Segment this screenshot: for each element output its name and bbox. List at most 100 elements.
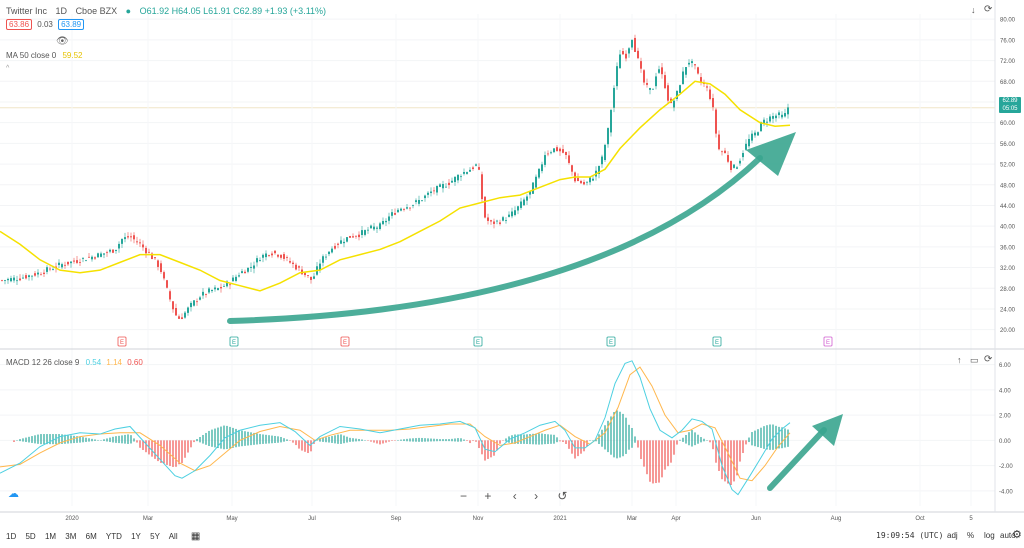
status-dot: ●	[125, 6, 132, 16]
earnings-marker	[712, 336, 722, 347]
histogram-bar	[208, 430, 210, 447]
candle-body	[7, 278, 9, 281]
candle-body	[91, 256, 93, 260]
histogram-bar	[499, 440, 501, 444]
x-tick-label: Mar	[143, 516, 153, 522]
x-tick-label: 2020	[65, 516, 79, 522]
clock-time[interactable]: 19:09:54 (UTC)	[876, 531, 944, 540]
histogram-bar	[79, 436, 81, 443]
range-button-5y[interactable]: 5Y	[150, 532, 160, 541]
percent-button[interactable]: %	[967, 531, 975, 540]
histogram-bar	[739, 440, 741, 462]
histogram-bar	[661, 440, 663, 478]
histogram-bar	[346, 436, 348, 443]
histogram-bar	[172, 440, 174, 467]
candle-body	[727, 155, 729, 162]
candle-body	[637, 50, 639, 59]
ask-price[interactable]: 63.89	[58, 19, 85, 30]
reset-icon[interactable]: ↺	[557, 489, 568, 503]
gear-icon[interactable]: ⚙	[1012, 529, 1022, 541]
candle-body	[1, 280, 3, 282]
candle-body	[307, 275, 309, 277]
histogram-bar	[469, 440, 471, 444]
candle-body	[295, 264, 297, 270]
candle-body	[496, 220, 498, 222]
histogram-bar	[223, 425, 225, 450]
range-button-1y[interactable]: 1Y	[131, 532, 141, 541]
adj-button[interactable]: adj	[947, 531, 958, 540]
candle-body	[106, 252, 108, 254]
histogram-bar	[286, 439, 288, 441]
eye-icon[interactable]: 👁	[56, 36, 69, 47]
histogram-bar	[169, 440, 171, 466]
zoom-in-button[interactable]: +	[484, 489, 492, 503]
log-button[interactable]: log	[984, 531, 995, 540]
candle-body	[223, 285, 225, 287]
histogram-bar	[136, 440, 138, 443]
histogram-bar	[436, 438, 438, 442]
histogram-bar	[472, 440, 474, 442]
candle-body	[115, 249, 117, 251]
collapse-icon[interactable]: ^	[6, 65, 10, 72]
histogram-bar	[373, 440, 375, 443]
arrow-down-icon[interactable]: ↓	[971, 5, 976, 15]
calendar-icon[interactable]: ▦	[190, 531, 201, 542]
trend-arrow-macd	[767, 427, 827, 491]
bid-price[interactable]: 63.86	[6, 19, 33, 30]
range-button-all[interactable]: All	[168, 532, 178, 541]
candle-body	[19, 278, 21, 281]
candle-body	[373, 226, 375, 230]
settings-circle-icon[interactable]: ⟳	[984, 4, 993, 15]
auto-button[interactable]: auto	[1000, 531, 1016, 540]
range-button-1d[interactable]: 1D	[6, 532, 17, 541]
histogram-bar	[385, 440, 387, 443]
cloud-logo-icon[interactable]: ☁	[8, 488, 19, 500]
histogram-bar	[64, 434, 66, 444]
symbol-name[interactable]: Twitter Inc	[6, 6, 48, 16]
candle-body	[667, 85, 669, 101]
range-button-1m[interactable]: 1M	[44, 532, 57, 541]
interval-label[interactable]: 1D	[55, 6, 68, 16]
candle-body	[430, 191, 432, 194]
histogram-bar	[217, 427, 219, 449]
histogram-bar	[427, 438, 429, 442]
candle-body	[160, 263, 162, 272]
candle-body	[724, 150, 726, 154]
earnings-label: E	[232, 340, 236, 346]
arrow-up-icon[interactable]: ↑	[957, 355, 962, 365]
histogram-bar	[181, 440, 183, 463]
histogram-bar	[247, 431, 249, 446]
histogram-bar	[358, 438, 360, 442]
candle-body	[517, 206, 519, 211]
scroll-left-button[interactable]: ‹	[512, 489, 517, 503]
histogram-bar	[205, 432, 207, 445]
histogram-bar	[676, 440, 678, 445]
range-button-5d[interactable]: 5D	[25, 532, 36, 541]
ma-label[interactable]: MA 50 close 0	[6, 51, 57, 60]
maximize-icon[interactable]: ▭	[970, 355, 979, 365]
histogram-bar	[496, 440, 498, 451]
undo-icon[interactable]: ⟳	[984, 354, 993, 365]
histogram-bar	[478, 440, 480, 449]
candle-body	[325, 256, 327, 258]
macd-label[interactable]: MACD 12 26 close 9	[6, 358, 80, 367]
range-button-3m[interactable]: 3M	[65, 532, 77, 541]
signal-line	[0, 366, 791, 482]
candle-body	[319, 263, 321, 270]
histogram-bar	[268, 435, 270, 444]
candle-body	[760, 122, 762, 132]
y-tick-label: 36.00	[1000, 245, 1016, 251]
histogram-bar	[241, 430, 243, 447]
histogram-bar	[451, 438, 453, 442]
candle-body	[532, 182, 534, 194]
candle-body	[715, 109, 717, 134]
zoom-out-button[interactable]: −	[460, 489, 468, 503]
scroll-right-button[interactable]: ›	[534, 489, 539, 503]
range-button-ytd[interactable]: YTD	[105, 532, 122, 541]
histogram-bar	[670, 440, 672, 463]
candle-body	[361, 230, 363, 235]
candle-body	[772, 116, 774, 119]
candle-body	[178, 316, 180, 319]
range-button-6m[interactable]: 6M	[85, 532, 97, 541]
